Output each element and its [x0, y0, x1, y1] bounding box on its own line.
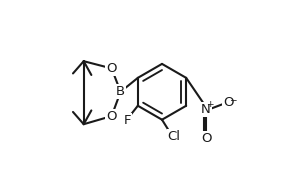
Text: F: F [123, 114, 131, 127]
Text: O: O [106, 62, 117, 75]
Text: −: − [229, 95, 236, 104]
Text: +: + [206, 100, 213, 109]
Text: O: O [223, 96, 234, 109]
Text: O: O [106, 110, 117, 123]
Text: O: O [201, 132, 211, 145]
Text: Cl: Cl [168, 130, 181, 143]
Text: B: B [116, 85, 125, 98]
Text: N: N [201, 103, 211, 116]
